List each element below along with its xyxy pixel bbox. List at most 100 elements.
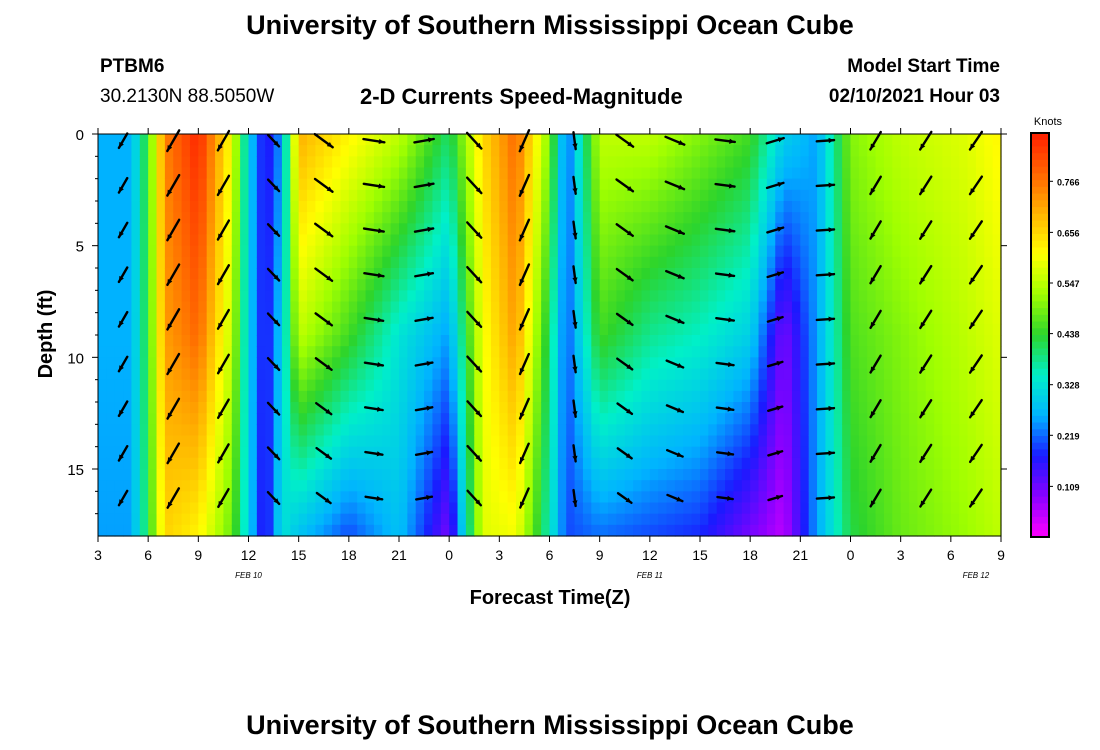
heatmap-cell: [708, 524, 718, 537]
heatmap-cell: [599, 402, 609, 414]
heatmap-cell: [557, 335, 567, 347]
heatmap-cell: [833, 502, 843, 515]
heatmap-cell: [825, 335, 835, 347]
heatmap-cell: [917, 134, 927, 146]
heatmap-cell: [566, 513, 576, 526]
heatmap-cell: [490, 189, 500, 202]
heatmap-cell: [766, 413, 776, 425]
heatmap-cell: [407, 312, 417, 325]
heatmap-cell: [223, 435, 233, 448]
heatmap-cell: [332, 323, 342, 336]
heatmap-cell: [858, 346, 868, 358]
current-arrow: [363, 272, 385, 278]
heatmap-cell: [240, 145, 250, 157]
heatmap-cell: [549, 323, 559, 336]
heatmap-cell: [892, 178, 902, 191]
heatmap-cell: [223, 524, 233, 537]
heatmap-cell: [189, 178, 199, 191]
heatmap-cell: [357, 256, 367, 269]
heatmap-cell: [106, 201, 116, 213]
heatmap-cell: [574, 402, 584, 414]
heatmap-cell: [340, 368, 350, 381]
heatmap-cell: [474, 491, 484, 504]
heatmap-cell: [967, 480, 977, 492]
heatmap-cell: [465, 457, 475, 470]
heatmap-cell: [273, 212, 283, 224]
heatmap-cell: [315, 413, 325, 425]
heatmap-cell: [967, 256, 977, 269]
heatmap-cell: [332, 234, 342, 247]
heatmap-cell: [290, 335, 300, 347]
heatmap-cell: [432, 256, 442, 269]
heatmap-cell: [407, 223, 417, 236]
current-arrow: [216, 353, 230, 375]
heatmap-cell: [382, 524, 392, 537]
heatmap-cell: [465, 234, 475, 247]
heatmap-cell: [532, 234, 542, 247]
heatmap-cell: [139, 413, 149, 425]
heatmap-cell: [499, 212, 509, 224]
heatmap-cell: [323, 301, 333, 314]
heatmap-cell: [173, 346, 183, 358]
heatmap-cell: [608, 402, 617, 414]
current-arrow: [315, 401, 333, 416]
heatmap-cell: [148, 245, 158, 258]
heatmap-cell: [173, 502, 183, 515]
heatmap-cell: [725, 323, 735, 336]
heatmap-cell: [106, 469, 116, 481]
heatmap-cell: [892, 513, 902, 526]
heatmap-cell: [215, 167, 225, 180]
heatmap-cell: [139, 335, 149, 347]
heatmap-cell: [733, 312, 743, 325]
heatmap-cell: [858, 234, 868, 247]
heatmap-cell: [934, 413, 944, 425]
heatmap-cell: [883, 323, 893, 336]
heatmap-cell: [114, 435, 124, 448]
heatmap-cell: [942, 346, 952, 358]
heatmap-cell: [992, 268, 1002, 280]
heatmap-cell: [189, 279, 199, 291]
heatmap-cell: [733, 245, 743, 258]
heatmap-cell: [800, 201, 810, 213]
heatmap-cell: [373, 513, 383, 526]
heatmap-cell: [950, 268, 960, 280]
heatmap-cell: [541, 435, 551, 448]
heatmap-cell: [507, 201, 517, 213]
heatmap-cell: [390, 301, 400, 314]
heatmap-cell: [507, 446, 517, 459]
heatmap-cell: [716, 279, 726, 291]
heatmap-cell: [800, 491, 810, 504]
heatmap-cell: [950, 256, 960, 269]
heatmap-cell: [148, 323, 158, 336]
heatmap-cell: [959, 379, 969, 392]
heatmap-cell: [307, 379, 316, 392]
x-tick-label: 0: [847, 547, 855, 563]
heatmap-cell: [382, 469, 392, 481]
heatmap-cell: [566, 357, 576, 370]
heatmap-cell: [599, 335, 609, 347]
heatmap-cell: [98, 480, 107, 492]
heatmap-cell: [449, 335, 459, 347]
current-arrow: [968, 398, 983, 419]
heatmap-cell: [967, 424, 977, 437]
heatmap-cell: [499, 346, 509, 358]
heatmap-cell: [357, 379, 367, 392]
heatmap-cell: [858, 491, 868, 504]
heatmap-cell: [290, 368, 300, 381]
heatmap-cell: [975, 446, 985, 459]
heatmap-cell: [348, 134, 358, 146]
heatmap-cell: [666, 368, 676, 381]
current-arrow: [266, 223, 281, 238]
heatmap-cell: [131, 424, 141, 437]
current-arrow: [766, 226, 785, 234]
heatmap-cell: [290, 134, 300, 146]
heatmap-cell: [549, 480, 559, 492]
heatmap-cell: [198, 346, 208, 358]
heatmap-cell: [975, 424, 985, 437]
heatmap-cell: [649, 256, 659, 269]
heatmap-cell: [123, 357, 133, 370]
heatmap-cell: [608, 212, 617, 224]
heatmap-cell: [173, 435, 183, 448]
heatmap-cell: [808, 424, 818, 437]
heatmap-cell: [574, 379, 584, 392]
